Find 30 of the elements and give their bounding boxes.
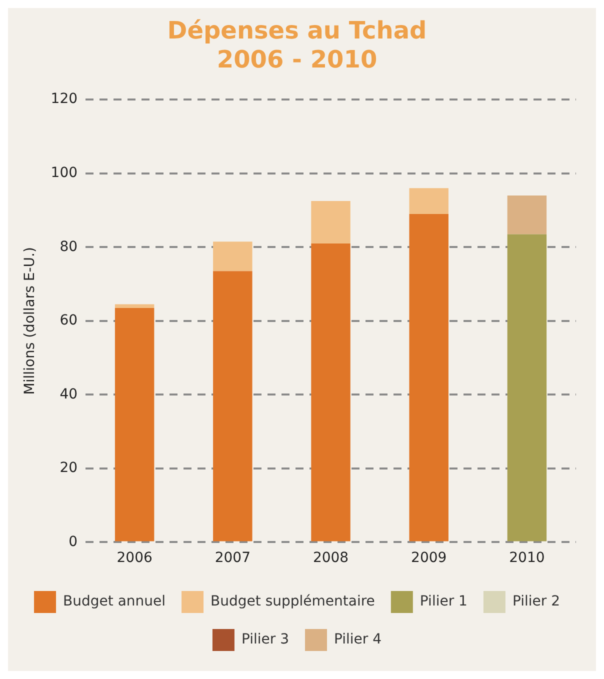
bar — [213, 242, 252, 272]
bar — [409, 188, 448, 214]
legend-label: Pilier 4 — [334, 632, 382, 648]
x-tick-label: 2009 — [411, 550, 447, 566]
y-axis-title: Millions (dollars E-U.) — [22, 247, 38, 395]
bar — [311, 243, 350, 542]
bar — [409, 214, 448, 542]
y-tick-label: 60 — [60, 312, 78, 329]
x-tick-label: 2010 — [509, 550, 545, 566]
bar — [311, 201, 350, 244]
legend-label: Budget supplémentaire — [210, 594, 375, 610]
bar — [507, 195, 547, 234]
y-tick-label: 20 — [60, 460, 78, 476]
bar — [213, 271, 252, 542]
x-tick-label: 2006 — [116, 550, 152, 566]
chart-title: Dépenses au Tchad 2006 - 2010 — [167, 16, 427, 74]
legend-label: Pilier 1 — [420, 594, 468, 610]
x-tick-label: 2008 — [312, 550, 349, 566]
bar — [507, 234, 547, 542]
y-tick-label: 0 — [68, 534, 78, 550]
y-tick-label: 100 — [50, 165, 78, 182]
legend-label: Pilier 3 — [241, 632, 289, 648]
bar — [114, 308, 154, 542]
legend-label: Pilier 2 — [512, 594, 560, 610]
y-tick-label: 40 — [60, 386, 78, 402]
y-tick-label: 120 — [50, 91, 78, 108]
legend-label: Budget annuel — [63, 594, 166, 610]
y-tick-label: 80 — [60, 238, 78, 255]
x-tick-label: 2007 — [214, 550, 250, 566]
bar — [114, 304, 154, 308]
